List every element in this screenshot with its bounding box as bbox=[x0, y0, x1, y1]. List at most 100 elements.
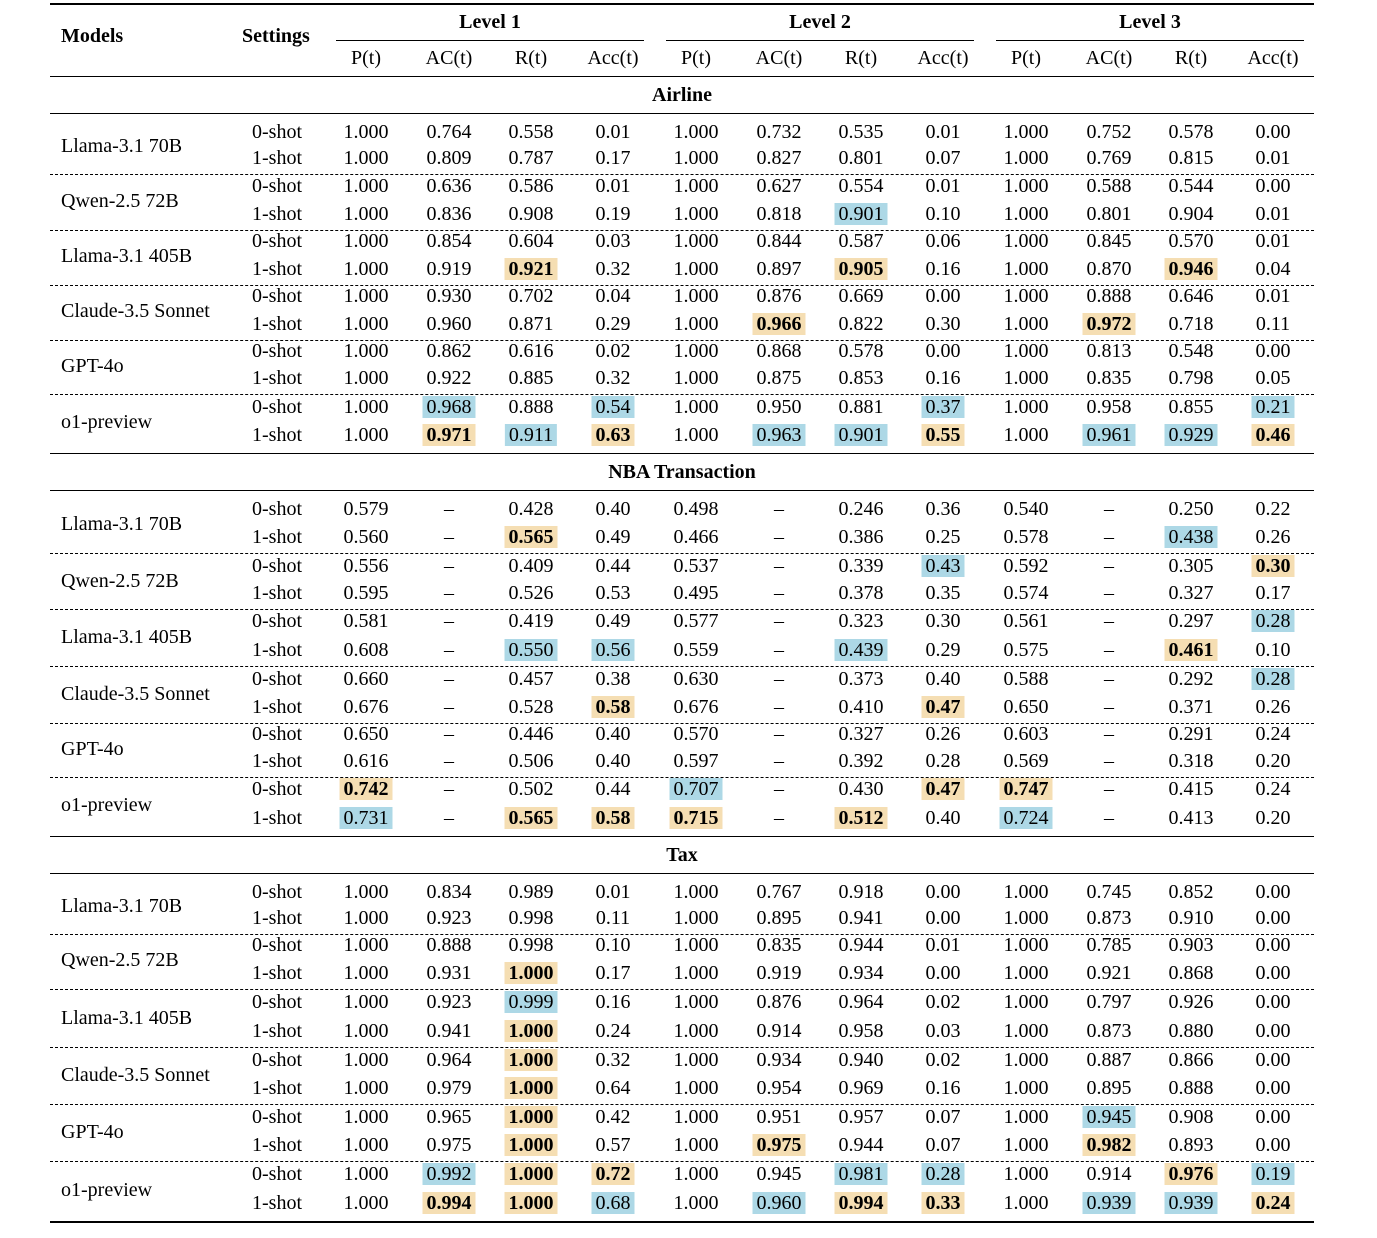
table-cell: 0.00 bbox=[1256, 906, 1291, 930]
table-cell: 0.373 bbox=[839, 667, 884, 691]
best-value-highlight: 1.000 bbox=[504, 1049, 558, 1071]
table-cell: 0.02 bbox=[926, 990, 961, 1014]
cell-value: 0.787 bbox=[508, 147, 554, 169]
cell-value: 0.40 bbox=[595, 750, 631, 772]
cell-value: 0.19 bbox=[595, 203, 631, 225]
table-cell: 0.767 bbox=[757, 880, 802, 904]
cell-value: 0.00 bbox=[1255, 175, 1291, 197]
table-cell: 1.000 bbox=[674, 120, 719, 144]
table-cell: 0.43 bbox=[921, 554, 965, 578]
model-divider bbox=[50, 394, 1314, 395]
cell-value: 0.866 bbox=[1168, 1049, 1214, 1071]
cell-value: 0.548 bbox=[1168, 340, 1214, 362]
cell-value: 1.000 bbox=[673, 424, 719, 446]
table-cell: 0.07 bbox=[926, 146, 961, 170]
cell-value: 0.941 bbox=[838, 907, 884, 929]
table-cell: 0.438 bbox=[1164, 525, 1218, 549]
cell-value: 1.000 bbox=[673, 934, 719, 956]
model-name: Claude-3.5 Sonnet bbox=[61, 1064, 210, 1086]
best-value-highlight: 0.982 bbox=[1082, 1134, 1136, 1156]
table-cell: 0.565 bbox=[504, 806, 558, 830]
best-value-highlight: 0.461 bbox=[1164, 639, 1218, 661]
cell-value: 0.00 bbox=[1255, 121, 1291, 143]
table-cell: 0.25 bbox=[926, 525, 961, 549]
table-cell: 0.636 bbox=[427, 174, 472, 198]
table-cell: 1.000 bbox=[674, 1105, 719, 1129]
cell-value: 0.769 bbox=[1086, 147, 1132, 169]
cell-value: 1.000 bbox=[343, 340, 389, 362]
cell-value: 0.934 bbox=[838, 962, 884, 984]
cell-value: 0.413 bbox=[1168, 807, 1214, 829]
cell-value: 0.528 bbox=[508, 696, 554, 718]
cell-value: 0.918 bbox=[838, 881, 884, 903]
setting-label: 0-shot bbox=[252, 1106, 302, 1128]
best-value-highlight: 0.63 bbox=[591, 424, 635, 446]
table-cell: 0.00 bbox=[926, 906, 961, 930]
setting-label: 1-shot bbox=[252, 1192, 302, 1214]
table-cell: 0.439 bbox=[834, 638, 888, 662]
table-cell: 1.000 bbox=[1004, 202, 1049, 226]
cell-value: 0.885 bbox=[508, 367, 554, 389]
setting-label: 1-shot bbox=[252, 582, 302, 604]
table-cell: 1.000 bbox=[1004, 339, 1049, 363]
cell-value: 0.495 bbox=[673, 582, 719, 604]
setting-label: 1-shot bbox=[252, 1077, 302, 1099]
cell-value: 0.880 bbox=[1168, 1020, 1214, 1042]
cell-value: – bbox=[444, 555, 454, 577]
table-cell: 0.941 bbox=[427, 1019, 472, 1043]
cell-value: – bbox=[774, 610, 784, 632]
table-cell: 0.603 bbox=[1004, 722, 1049, 746]
table-cell: 0.923 bbox=[427, 990, 472, 1014]
cell-value: 0.20 bbox=[1255, 807, 1291, 829]
table-cell: 0.578 bbox=[1169, 120, 1214, 144]
cell-value: 1.000 bbox=[1003, 1192, 1049, 1214]
table-cell: 0.724 bbox=[999, 806, 1053, 830]
cell-value: 0.17 bbox=[595, 962, 631, 984]
table-cell: 0.64 bbox=[596, 1076, 631, 1100]
cell-value: 0.00 bbox=[1255, 1077, 1291, 1099]
best-value-highlight: 0.747 bbox=[999, 778, 1053, 800]
cell-value: 0.02 bbox=[925, 1049, 961, 1071]
cell-value: 0.498 bbox=[673, 498, 719, 520]
table-cell: 0.854 bbox=[427, 229, 472, 253]
table-cell: – bbox=[444, 806, 454, 830]
table-cell: 0.291 bbox=[1169, 722, 1214, 746]
cell-value: – bbox=[444, 639, 454, 661]
table-cell: 1.000 bbox=[504, 961, 558, 985]
table-cell: 1.000 bbox=[674, 339, 719, 363]
cell-value: 0.544 bbox=[1168, 175, 1214, 197]
cell-value: 0.44 bbox=[595, 555, 631, 577]
cell-value: 0.958 bbox=[1086, 396, 1132, 418]
cell-value: 0.588 bbox=[1003, 668, 1049, 690]
cell-value: 0.588 bbox=[1086, 175, 1132, 197]
setting-label: 0-shot bbox=[252, 555, 302, 577]
table-cell: 0.19 bbox=[596, 202, 631, 226]
table-cell: 0.548 bbox=[1169, 339, 1214, 363]
best-value-highlight: 0.742 bbox=[339, 778, 393, 800]
table-cell: 0.992 bbox=[422, 1162, 476, 1186]
table-cell: – bbox=[774, 554, 784, 578]
cell-value: 0.446 bbox=[508, 723, 554, 745]
setting-label: 1-shot bbox=[252, 907, 302, 929]
table-cell: 0.47 bbox=[921, 695, 965, 719]
table-cell: 0.24 bbox=[1256, 777, 1291, 801]
header-metric-ac-level-2: AC(t) bbox=[755, 47, 803, 69]
cell-value: 0.327 bbox=[1168, 582, 1214, 604]
table-cell: 0.994 bbox=[834, 1191, 888, 1215]
table-cell: 0.327 bbox=[1169, 581, 1214, 605]
table-cell: 1.000 bbox=[674, 880, 719, 904]
table-cell: 0.897 bbox=[757, 257, 802, 281]
table-cell: 0.10 bbox=[596, 933, 631, 957]
header-metric-p-level-1: P(t) bbox=[351, 47, 381, 69]
setting-label: 1-shot bbox=[252, 147, 302, 169]
table-cell: 0.392 bbox=[839, 749, 884, 773]
header-level-2: Level 2 bbox=[789, 11, 851, 33]
cell-value: 1.000 bbox=[673, 340, 719, 362]
table-cell: 0.20 bbox=[1256, 749, 1291, 773]
section-title: NBA Transaction bbox=[608, 461, 756, 483]
cell-value: 0.10 bbox=[925, 203, 961, 225]
cell-value: – bbox=[444, 498, 454, 520]
table-cell: 1.000 bbox=[344, 933, 389, 957]
cell-value: 1.000 bbox=[343, 1020, 389, 1042]
cell-value: 0.650 bbox=[1003, 696, 1049, 718]
